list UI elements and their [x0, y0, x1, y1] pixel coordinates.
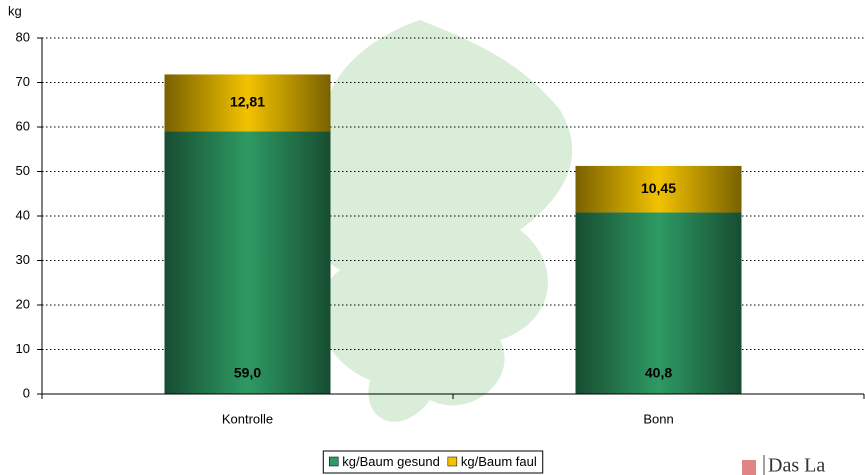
y-tick-label: 30 [16, 252, 30, 267]
value-label: 10,45 [641, 180, 676, 196]
bar-shade [164, 131, 331, 394]
bar-shade [575, 212, 742, 394]
legend-swatch [447, 456, 458, 467]
value-label: 59,0 [234, 365, 261, 381]
y-tick-label: 70 [16, 74, 30, 89]
y-tick-label: 0 [23, 385, 30, 400]
y-tick-label: 10 [16, 341, 30, 356]
value-label: 12,81 [230, 94, 265, 110]
y-tick-label: 40 [16, 207, 30, 222]
y-tick-label: 20 [16, 296, 30, 311]
bar-shade [164, 74, 331, 132]
y-tick-label: 60 [16, 118, 30, 133]
y-tick-label: 80 [16, 29, 30, 44]
y-axis-title: kg [8, 3, 22, 18]
bar-shade [575, 165, 742, 213]
legend: kg/Baum gesund kg/Baum faul [322, 450, 544, 474]
legend-label: kg/Baum faul [461, 454, 537, 469]
legend-box [322, 450, 544, 474]
legend-label: kg/Baum gesund [342, 454, 440, 469]
watermark [297, 20, 573, 422]
x-tick-label: Kontrolle [222, 411, 273, 426]
logo: Das La [742, 455, 825, 475]
y-tick-label: 50 [16, 163, 30, 178]
x-tick-label: Bonn [643, 411, 673, 426]
logo-text: Das La [768, 455, 825, 475]
legend-swatch [329, 456, 339, 467]
value-label: 40,8 [645, 365, 672, 381]
